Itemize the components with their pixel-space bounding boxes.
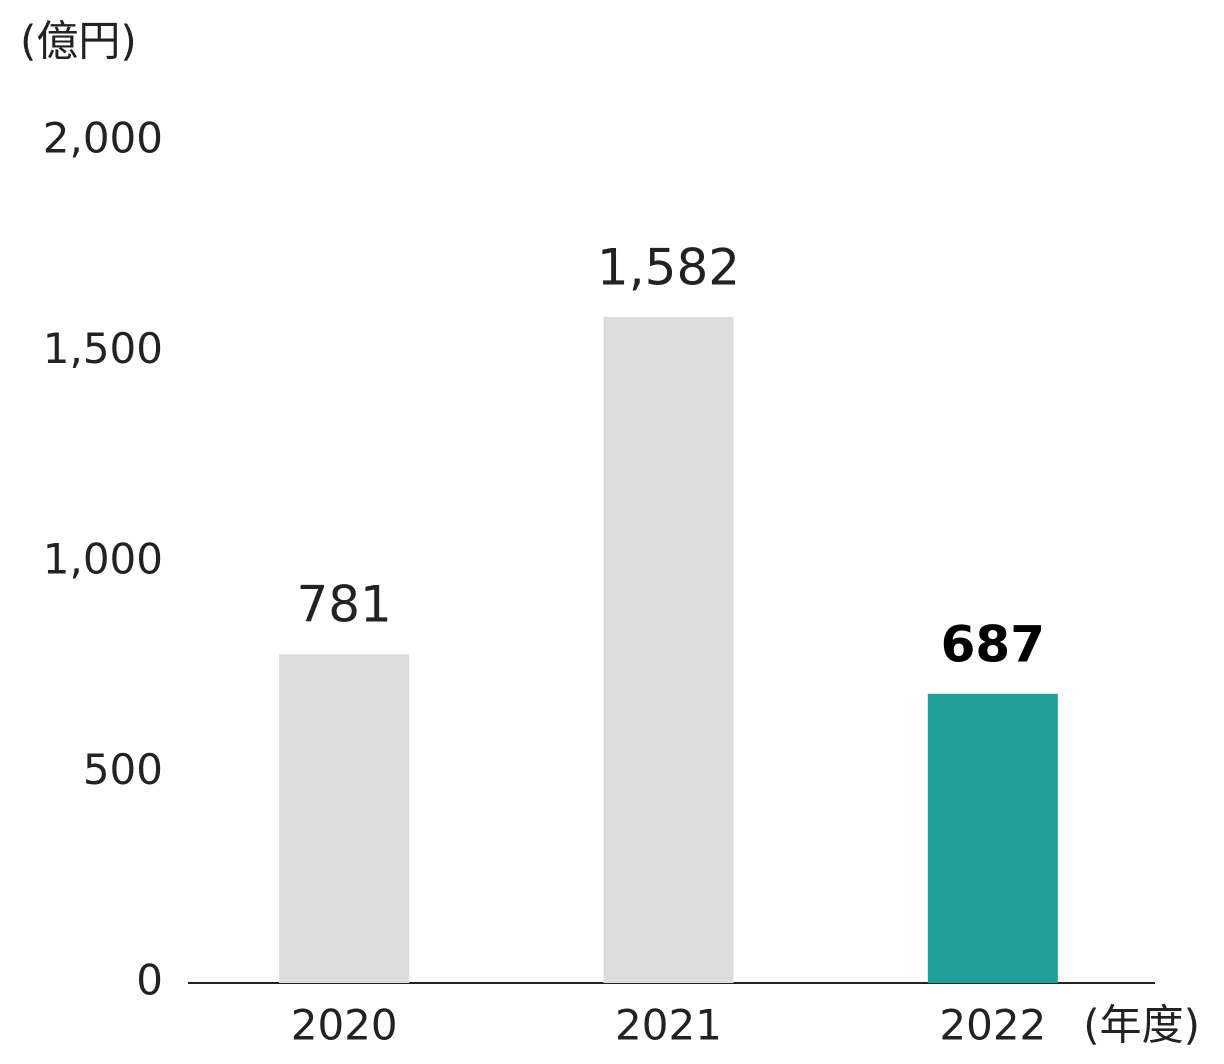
y-tick-label: 0 xyxy=(136,956,163,1005)
bar xyxy=(603,316,734,983)
x-tick-label: 2021 xyxy=(615,1001,722,1050)
x-tick-label: 2022 xyxy=(939,1001,1046,1050)
y-axis-label: (億円) xyxy=(20,17,137,66)
bar xyxy=(279,654,410,983)
y-tick-label: 1,500 xyxy=(43,324,163,373)
x-axis-label: (年度) xyxy=(1083,1001,1200,1050)
value-label: 687 xyxy=(941,615,1045,673)
y-tick-label: 1,000 xyxy=(43,535,163,584)
value-label: 781 xyxy=(296,576,391,634)
y-tick-label: 2,000 xyxy=(43,114,163,163)
x-tick-label: 2020 xyxy=(291,1001,398,1050)
y-tick-label: 500 xyxy=(83,745,163,794)
bar xyxy=(927,693,1058,983)
value-label: 1,582 xyxy=(597,238,740,296)
